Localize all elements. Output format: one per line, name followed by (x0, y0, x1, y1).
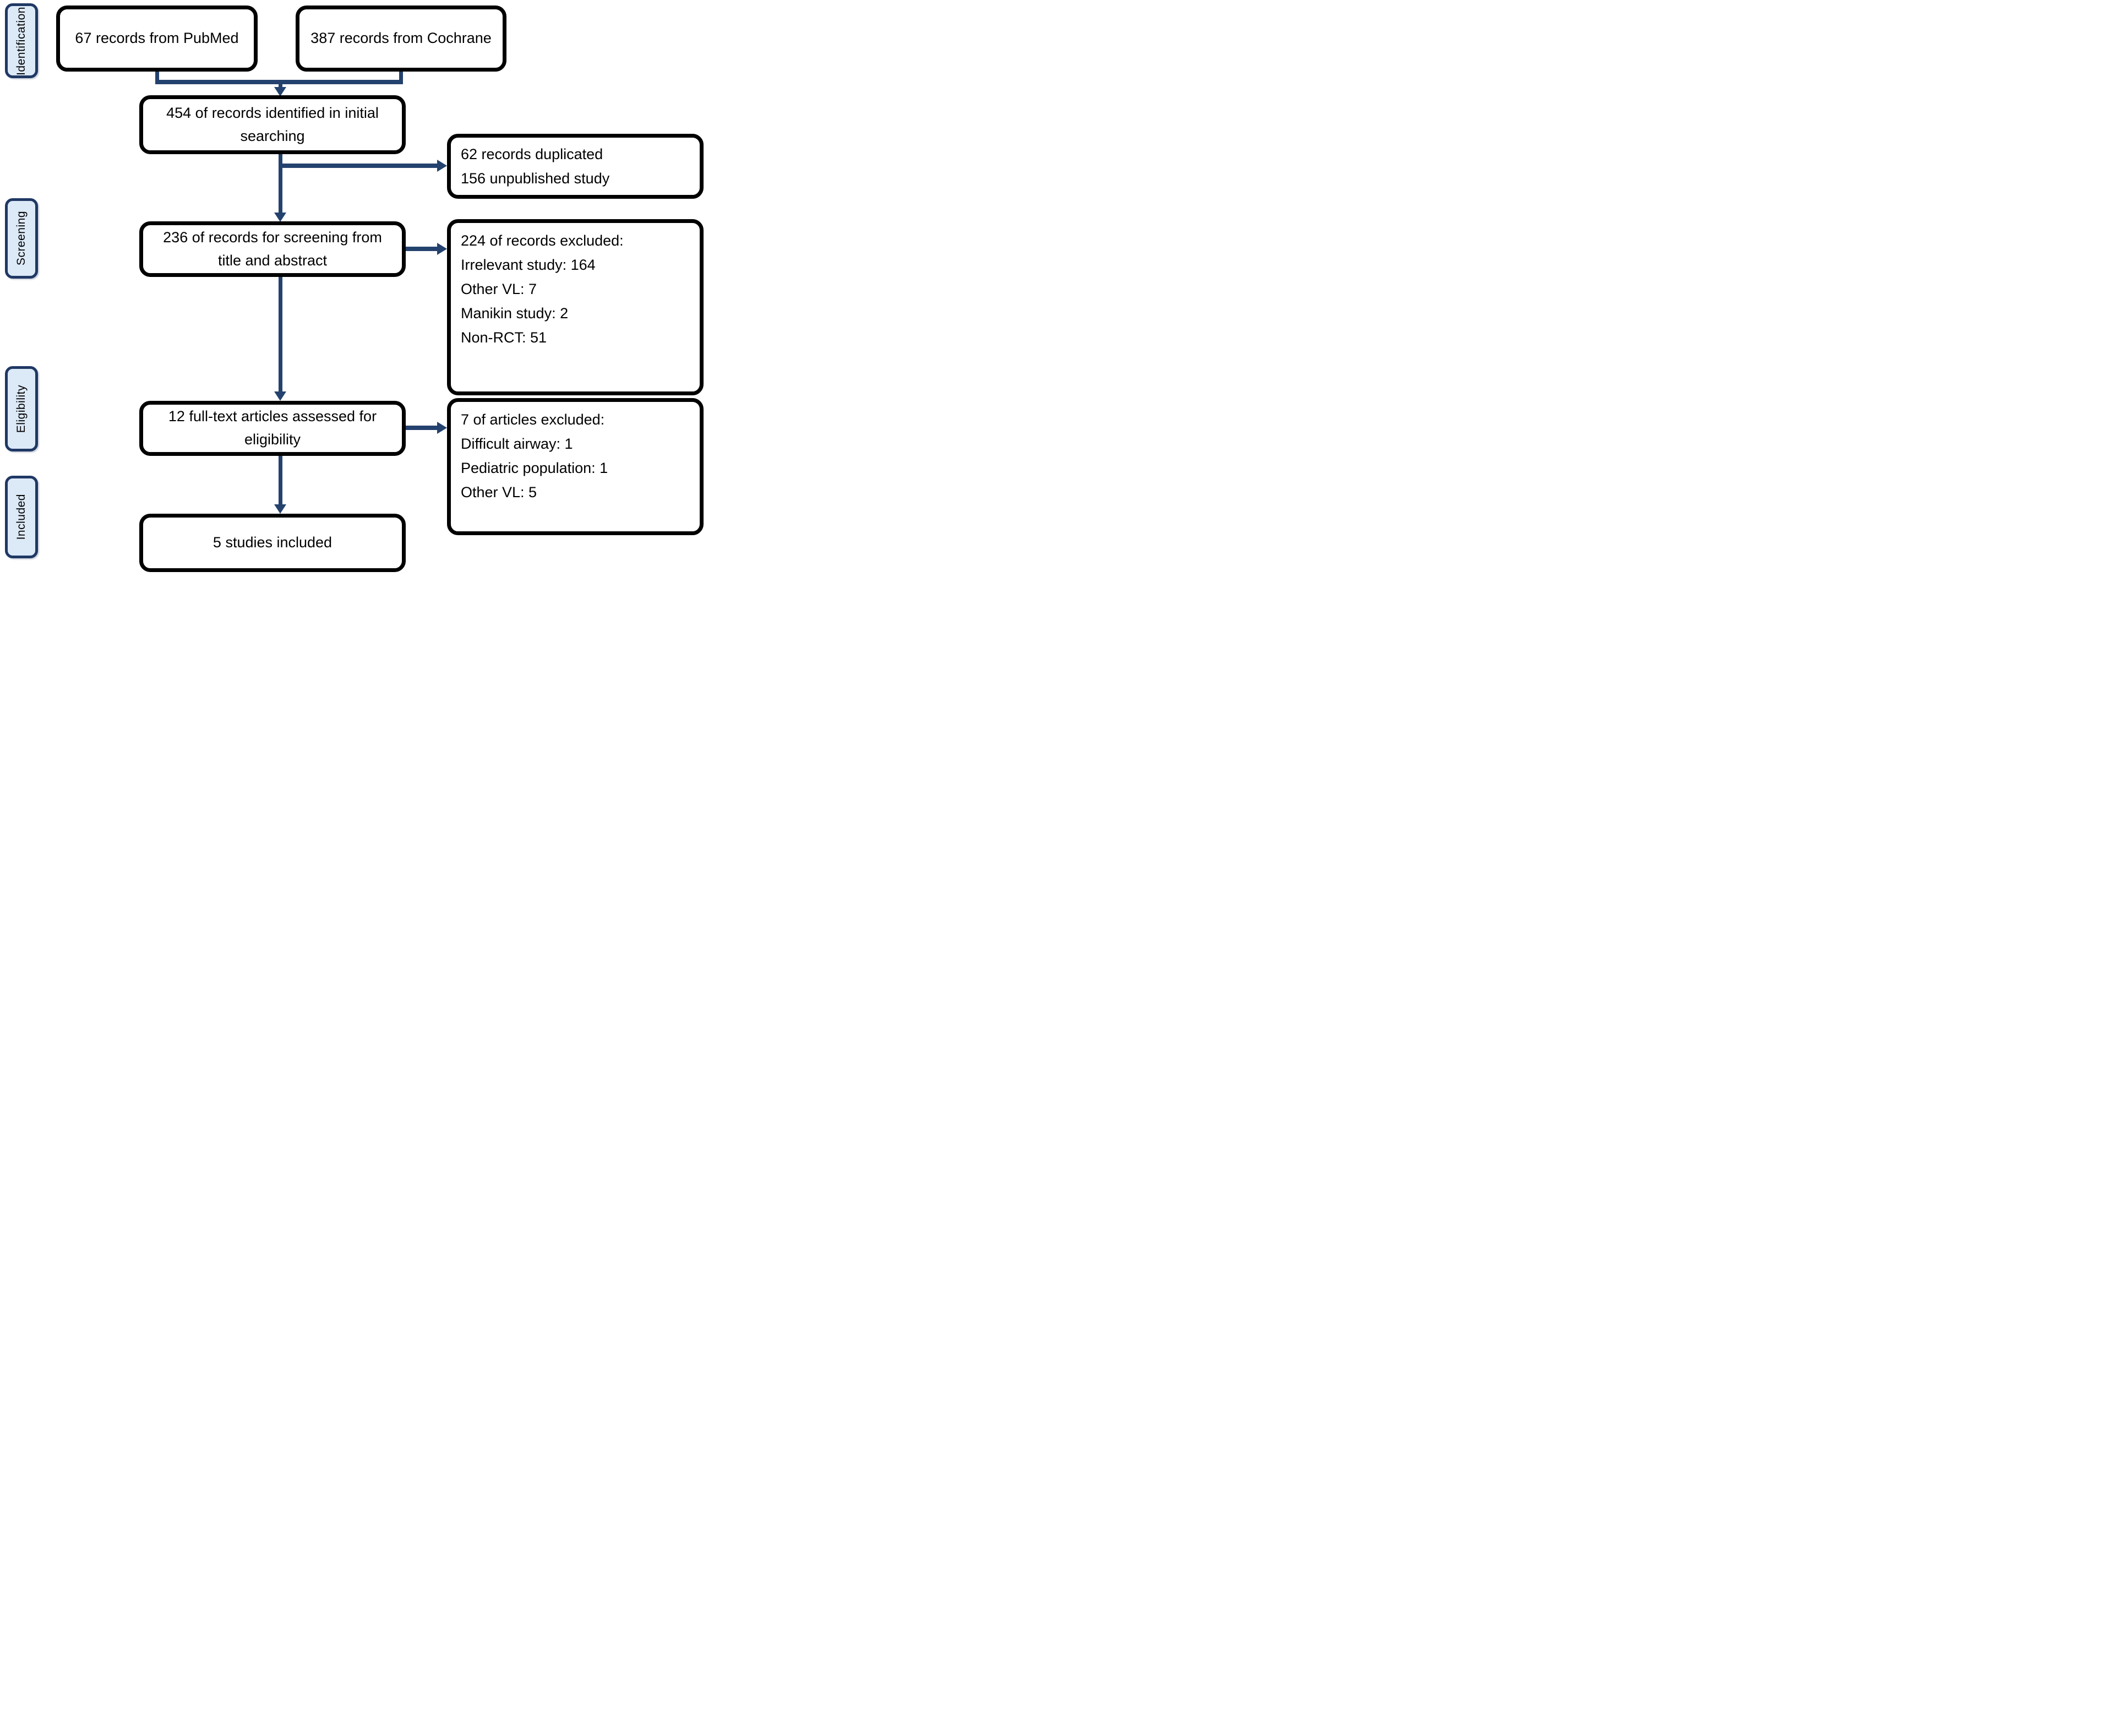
connector-pubmed-drop (155, 72, 159, 84)
stage-label-included-text: Included (15, 494, 28, 540)
box-excluded-fulltext: 7 of articles excluded: Difficult airway… (447, 398, 704, 535)
prisma-flow-diagram: Identification Screening Eligibility Inc… (0, 0, 707, 579)
box-studies-included: 5 studies included (139, 514, 406, 572)
stage-label-eligibility: Eligibility (5, 366, 38, 451)
box-records-screened: 236 of records for screening from title … (139, 221, 406, 277)
box-fulltext-assessed: 12 full-text articles assessed for eligi… (139, 401, 406, 456)
stage-label-eligibility-text: Eligibility (15, 384, 28, 433)
connector-merge-bar (155, 80, 403, 84)
duplicates-right-arrowhead (437, 160, 447, 172)
screened-excluded-arrowhead (437, 243, 447, 255)
identified-down-arrowhead (274, 213, 286, 222)
box-duplicates-excluded: 62 records duplicated 156 unpublished st… (447, 134, 704, 199)
box-records-cochrane-text: 387 records from Cochrane (310, 30, 492, 47)
excluded-screening-line-1: 224 of records excluded: (461, 232, 624, 249)
connector-cochrane-drop (399, 72, 403, 84)
excluded-fulltext-line-3: Pediatric population: 1 (461, 460, 608, 476)
stage-label-screening-text: Screening (15, 211, 28, 266)
excluded-screening-line-3: Other VL: 7 (461, 281, 537, 297)
box-records-identified: 454 of records identified in initial sea… (139, 95, 406, 154)
stage-label-identification-text: Identification (15, 6, 28, 75)
box-records-cochrane: 387 records from Cochrane (296, 6, 506, 72)
excluded-screening-line-5: Non-RCT: 51 (461, 329, 547, 346)
excluded-screening-line-4: Manikin study: 2 (461, 305, 569, 322)
duplicates-line-2: 156 unpublished study (461, 170, 610, 187)
box-studies-included-text: 5 studies included (212, 534, 333, 551)
box-records-identified-text: 454 of records identified in initial sea… (166, 104, 379, 144)
connector-fulltext-to-excluded (406, 426, 437, 430)
duplicates-line-1: 62 records duplicated (461, 146, 603, 162)
connector-branch-duplicates (279, 164, 437, 168)
excluded-fulltext-line-1: 7 of articles excluded: (461, 411, 605, 428)
merge-down-arrowhead (274, 87, 286, 96)
box-records-pubmed-text: 67 records from PubMed (75, 30, 239, 47)
box-excluded-screening: 224 of records excluded: Irrelevant stud… (447, 219, 704, 395)
stage-label-identification: Identification (5, 3, 38, 78)
connector-identified-to-screened (279, 154, 282, 214)
connector-screened-to-fulltext (279, 277, 282, 393)
connector-screened-to-excluded (406, 247, 437, 251)
excluded-fulltext-line-4: Other VL: 5 (461, 484, 537, 500)
fulltext-excluded-arrowhead (437, 422, 447, 434)
box-records-screened-text: 236 of records for screening from title … (163, 228, 382, 269)
screened-down-arrowhead (274, 391, 286, 401)
stage-label-screening: Screening (5, 198, 38, 279)
connector-fulltext-to-included (279, 456, 282, 505)
excluded-screening-line-2: Irrelevant study: 164 (461, 257, 596, 273)
box-records-pubmed: 67 records from PubMed (56, 6, 258, 72)
box-fulltext-assessed-text: 12 full-text articles assessed for eligi… (168, 408, 377, 448)
excluded-fulltext-line-2: Difficult airway: 1 (461, 436, 573, 452)
fulltext-down-arrowhead (274, 504, 286, 514)
connector-merge-stem (279, 84, 282, 88)
stage-label-included: Included (5, 476, 38, 558)
